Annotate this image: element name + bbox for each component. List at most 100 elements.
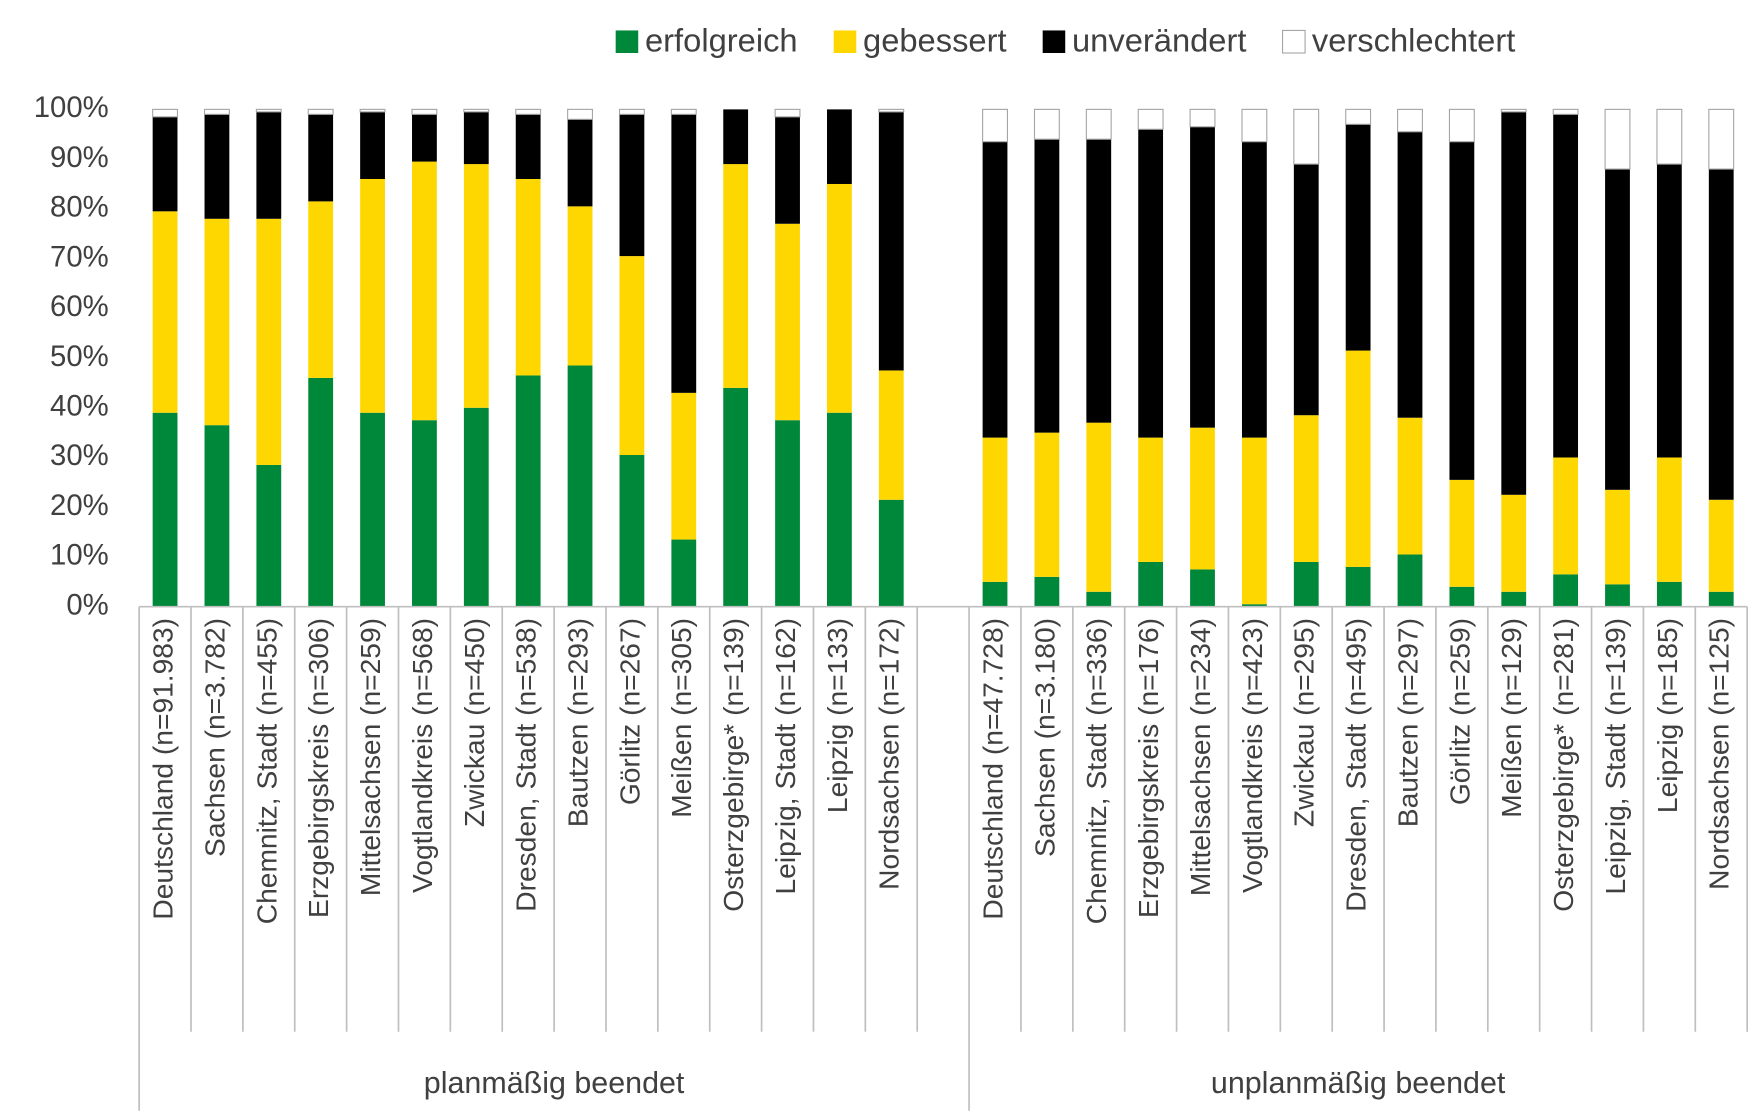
bar-segment — [307, 108, 334, 115]
bar-segment — [774, 108, 801, 118]
y-tick-label: 0% — [66, 588, 108, 621]
group-label: planmäßig beendet — [424, 1066, 685, 1100]
bar-segment — [671, 392, 697, 540]
bar-segment — [1086, 139, 1112, 423]
bar-segment — [878, 499, 904, 607]
bar-segment — [515, 375, 541, 607]
bar-segment — [567, 365, 593, 607]
x-tick-label: Erzgebirgskreis (n=176) — [1132, 618, 1164, 918]
x-tick-label: Deutschland (n=91.983) — [147, 618, 179, 920]
bar-segment — [1501, 494, 1527, 592]
bar-segment — [1345, 566, 1371, 607]
bar-segment — [1241, 604, 1267, 607]
bar-segment — [1604, 108, 1631, 170]
bar-segment — [827, 183, 852, 413]
bar-segment — [1449, 141, 1475, 480]
bar-segment — [878, 108, 905, 113]
y-tick-label: 100% — [34, 91, 109, 124]
bar-segment — [1293, 561, 1319, 607]
x-tick-label: Zwickau (n=295) — [1288, 618, 1320, 827]
bar-segment — [1708, 591, 1734, 607]
bar-segment — [671, 539, 697, 607]
x-tick-label: Chemnitz, Stadt (n=336) — [1080, 618, 1112, 924]
bar-segment — [1190, 569, 1215, 607]
legend-label: erfolgreich — [645, 21, 798, 58]
bar-segment — [1552, 108, 1579, 115]
bar-segment — [152, 108, 179, 118]
bar-segment — [1137, 108, 1164, 130]
bar-segment — [567, 206, 593, 366]
bar-segment — [723, 387, 749, 607]
legend-label: unverändert — [1072, 21, 1246, 58]
bar-segment — [1345, 124, 1371, 351]
bar-segment — [1033, 108, 1060, 140]
bar-segment — [308, 114, 334, 202]
bar-segment — [1553, 457, 1579, 575]
bar-segment — [1656, 164, 1682, 458]
bar-segment — [360, 179, 385, 413]
bar-segment — [1501, 591, 1527, 607]
y-tick-label: 90% — [50, 141, 109, 174]
legend-swatch — [1281, 29, 1306, 54]
y-tick-label: 60% — [50, 290, 109, 323]
legend: erfolgreich gebessert unverändert verschlec… — [615, 21, 1515, 58]
bar-segment — [204, 425, 230, 607]
bar-segment — [1501, 111, 1527, 495]
x-tick-label: Bautzen (n=293) — [561, 618, 593, 827]
y-tick-label: 10% — [50, 539, 109, 572]
bar-segment — [1397, 554, 1423, 607]
bar-segment — [1553, 574, 1579, 607]
bar-segment — [1138, 437, 1164, 562]
bar-segment — [1449, 479, 1475, 587]
group-label: unplanmäßig beendet — [1211, 1066, 1506, 1100]
y-tick-label: 70% — [50, 240, 109, 273]
bar-segment — [256, 111, 282, 219]
y-tick-label: 80% — [50, 191, 109, 224]
x-tick-label: Leipzig, Stadt (n=139) — [1599, 618, 1631, 895]
bar-segment — [1345, 108, 1372, 125]
bar-segment — [1293, 108, 1320, 165]
x-tick-label: Sachsen (n=3.782) — [198, 618, 230, 857]
bar-segment — [359, 108, 386, 113]
bar-segment — [1397, 417, 1423, 555]
bar-segment — [515, 179, 541, 376]
x-tick-label: Vogtlandkreis (n=568) — [406, 618, 438, 893]
bar-segment — [360, 111, 385, 180]
x-tick-label: Görlitz (n=267) — [613, 618, 645, 805]
bar-segment — [256, 464, 282, 607]
bar-segment — [1190, 126, 1215, 428]
x-tick-label: Nordsachsen (n=125) — [1703, 618, 1735, 890]
bar-segment — [1708, 499, 1734, 592]
bar-segment — [567, 108, 594, 120]
bar-segment — [878, 370, 904, 500]
bar-segment — [567, 119, 593, 207]
bar-segment — [463, 111, 489, 165]
legend-swatch — [833, 30, 857, 53]
x-tick-label: Dresden, Stadt (n=495) — [1340, 618, 1372, 912]
bar-segment — [1397, 108, 1423, 133]
x-tick-label: Sachsen (n=3.180) — [1028, 618, 1060, 857]
bar-segment — [1034, 432, 1060, 577]
bar-segment — [1345, 350, 1371, 567]
bar-segment — [308, 201, 334, 378]
bar-segment — [411, 108, 438, 115]
bar-segment — [1553, 114, 1579, 458]
bar-segment — [1241, 437, 1267, 605]
bar-segment — [827, 109, 852, 184]
bar-segment — [775, 223, 800, 421]
bar-segment — [412, 161, 437, 421]
bar-segment — [1293, 164, 1319, 416]
x-tick-label: Osterzgebirge* (n=139) — [717, 618, 749, 912]
bar-segment — [255, 108, 282, 113]
x-tick-label: Meißen (n=129) — [1495, 618, 1527, 818]
bar-segment — [1241, 141, 1267, 438]
bar-segment — [1241, 108, 1268, 143]
bar-segment — [827, 412, 852, 607]
bar-segment — [203, 108, 230, 115]
bar-segment — [256, 218, 282, 465]
bar-segment — [1605, 489, 1630, 585]
bar-segment — [463, 108, 490, 113]
bar-segment — [515, 108, 542, 115]
